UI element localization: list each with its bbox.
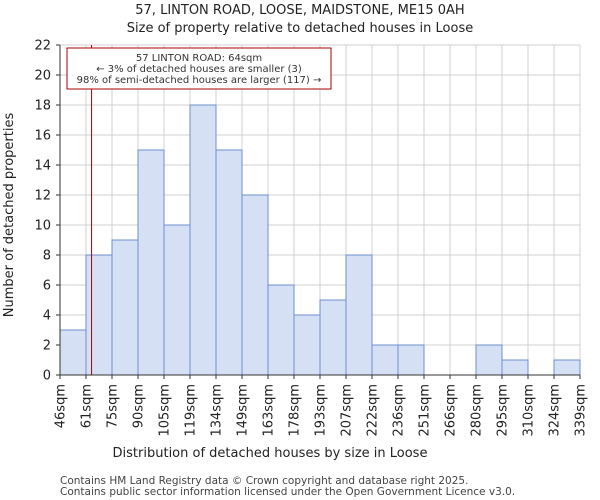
x-tick-label: 90sqm <box>132 384 147 428</box>
x-tick-label: 324sqm <box>548 384 563 437</box>
bars <box>59 104 581 376</box>
x-tick-label: 266sqm <box>444 384 459 437</box>
y-tick-labels: 0 2 4 6 8 10 12 14 16 18 20 22 <box>34 39 60 384</box>
x-tick-label: 207sqm <box>340 384 355 437</box>
x-tick-label: 251sqm <box>418 384 433 437</box>
bar-75sqm <box>111 239 139 376</box>
x-tick-label: 339sqm <box>574 384 589 437</box>
x-tick-label: 178sqm <box>288 384 303 437</box>
bar-119sqm <box>189 104 217 376</box>
annotation-line-1: 57 LINTON ROAD: 64sqm <box>136 53 262 64</box>
x-tick-label: 236sqm <box>392 384 407 437</box>
y-tick-label: 20 <box>34 69 51 84</box>
annotation-box <box>66 47 332 90</box>
y-axis-label: Number of detached properties <box>2 113 17 318</box>
annotation-line-2: ← 3% of detached houses are smaller (3) <box>96 64 302 75</box>
bar-61sqm <box>85 254 113 376</box>
bar-149sqm <box>241 194 269 376</box>
y-tick-label: 10 <box>34 219 51 234</box>
x-tick-label: 222sqm <box>366 384 381 437</box>
x-tick-label: 134sqm <box>210 384 225 437</box>
bar-193sqm <box>319 299 347 376</box>
y-tick-label: 18 <box>34 99 51 114</box>
bar-236sqm <box>397 344 425 376</box>
y-tick-label: 22 <box>34 39 51 54</box>
y-tick-label: 8 <box>43 249 51 264</box>
y-tick-label: 2 <box>43 339 51 354</box>
footer-line-2: Contains public sector information licen… <box>60 486 515 498</box>
bar-178sqm <box>293 314 321 376</box>
x-tick-label: 61sqm <box>80 384 95 428</box>
annotation-line-3: 98% of semi-detached houses are larger (… <box>77 75 322 86</box>
x-tick-label: 193sqm <box>314 384 329 437</box>
y-tick-label: 0 <box>43 369 51 384</box>
bar-134sqm <box>215 149 243 376</box>
x-tick-label: 310sqm <box>522 384 537 437</box>
bar-46sqm <box>59 329 87 376</box>
x-tick-label: 75sqm <box>106 384 121 428</box>
bar-280sqm <box>475 344 503 376</box>
bar-295sqm <box>501 359 529 376</box>
bar-90sqm <box>137 149 165 376</box>
x-tick-label: 46sqm <box>54 384 69 428</box>
footer-line-1: Contains HM Land Registry data © Crown c… <box>60 475 468 487</box>
x-tick-label: 280sqm <box>470 384 485 437</box>
bar-105sqm <box>163 224 191 376</box>
y-tick-label: 4 <box>43 309 51 324</box>
y-tick-label: 14 <box>34 159 51 174</box>
x-tick-label: 119sqm <box>184 384 199 437</box>
x-tick-label: 163sqm <box>262 384 277 437</box>
x-tick-label: 149sqm <box>236 384 251 437</box>
x-tick-label: 295sqm <box>496 384 511 437</box>
chart-subtitle: Size of property relative to detached ho… <box>127 21 473 36</box>
bar-324sqm <box>553 359 581 376</box>
y-tick-label: 16 <box>34 129 51 144</box>
y-tick-label: 6 <box>43 279 51 294</box>
bar-207sqm <box>345 254 373 376</box>
chart-title: 57, LINTON ROAD, LOOSE, MAIDSTONE, ME15 … <box>135 3 464 18</box>
x-axis-label: Distribution of detached houses by size … <box>113 446 428 461</box>
x-tick-label: 105sqm <box>158 384 173 437</box>
bar-163sqm <box>267 284 295 376</box>
x-tick-labels: 46sqm 61sqm 75sqm 90sqm 105sqm 119sqm 134sqm 14… <box>54 375 589 437</box>
y-tick-label: 12 <box>34 189 51 204</box>
bar-222sqm <box>371 344 399 376</box>
